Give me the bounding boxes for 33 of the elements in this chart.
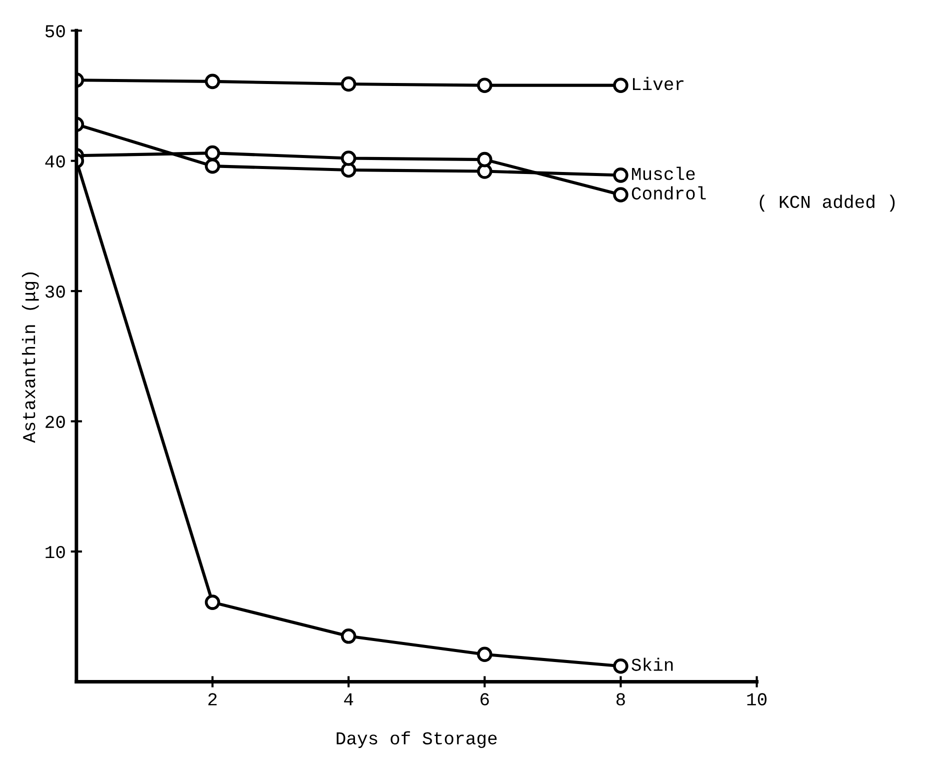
point bbox=[613, 78, 628, 93]
series-label: Skin bbox=[632, 658, 673, 671]
series-label: Liver bbox=[633, 76, 684, 90]
point bbox=[204, 74, 220, 90]
point bbox=[613, 187, 628, 202]
y-tick-label: 20 bbox=[46, 416, 65, 428]
series-label: Muscle bbox=[632, 166, 695, 180]
point bbox=[340, 150, 356, 166]
point bbox=[477, 646, 492, 662]
x-tick-label: 8 bbox=[616, 693, 625, 706]
x-axis-title: Days of Storage bbox=[336, 731, 497, 748]
point bbox=[613, 168, 628, 183]
point bbox=[477, 164, 492, 179]
point bbox=[340, 162, 356, 178]
point bbox=[477, 152, 492, 168]
point bbox=[204, 158, 220, 174]
y-tick-label: 50 bbox=[45, 25, 65, 38]
series-label: Condrol bbox=[632, 186, 706, 200]
y-axis-title: Astaxanthin (μg) bbox=[22, 272, 39, 443]
x-tick-label: 4 bbox=[344, 693, 354, 706]
x-tick-label: 10 bbox=[747, 693, 767, 706]
y-tick-label: 10 bbox=[46, 546, 65, 558]
x-tick-label: 2 bbox=[208, 693, 217, 706]
point bbox=[477, 78, 492, 93]
text: ( KCN added ) bbox=[760, 194, 895, 212]
x-tick-label: 6 bbox=[480, 693, 489, 706]
point bbox=[340, 628, 356, 644]
point bbox=[340, 76, 356, 92]
y-tick-label: 40 bbox=[45, 155, 65, 168]
point bbox=[204, 594, 220, 610]
point bbox=[613, 658, 628, 674]
y-tick-label: 30 bbox=[45, 286, 65, 298]
point bbox=[204, 145, 220, 161]
